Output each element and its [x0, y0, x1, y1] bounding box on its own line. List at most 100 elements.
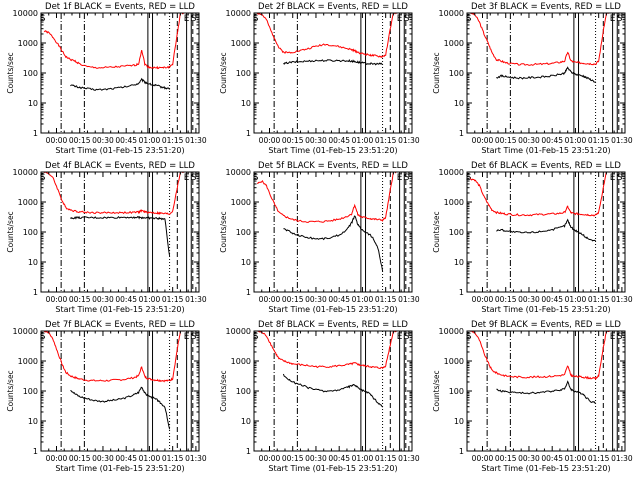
y-tick-label: 10	[454, 258, 464, 267]
x-tick-label: 00:45	[541, 295, 563, 304]
x-tick-label: 00:15	[282, 136, 304, 145]
marker-label: S	[253, 14, 259, 24]
x-tick-label: 00:45	[328, 136, 350, 145]
x-axis-label: Start Time (01-Feb-15 23:51:20)	[481, 146, 610, 155]
x-axis-label: Start Time (01-Feb-15 23:51:20)	[268, 464, 397, 473]
x-tick-label: 01:00	[565, 454, 587, 463]
y-axis-label: Counts/sec	[219, 52, 228, 93]
y-tick-label: 100	[449, 387, 464, 396]
y-tick-label: 100	[236, 228, 251, 237]
x-tick-label: 00:30	[92, 295, 114, 304]
y-tick-label: 10	[28, 99, 38, 108]
y-tick-label: 10	[241, 258, 251, 267]
marker-label: S	[191, 14, 197, 24]
series-line-events	[283, 215, 384, 272]
x-tick-label: 01:15	[162, 295, 184, 304]
marker-label: E	[397, 14, 403, 24]
plot-frame	[40, 171, 200, 293]
series-line-lld	[43, 171, 184, 215]
x-tick-label: 01:15	[588, 295, 610, 304]
x-tick-label: 00:00	[46, 136, 68, 145]
series-line-lld	[256, 171, 397, 223]
panel-title: Det 8f BLACK = Events, RED = LLD	[258, 320, 408, 330]
marker-label: S	[191, 173, 197, 183]
x-tick-label: 00:15	[69, 454, 91, 463]
x-tick-label: 00:45	[541, 454, 563, 463]
series-line-lld	[469, 171, 610, 217]
y-tick-label: 10	[454, 99, 464, 108]
x-tick-label: 00:00	[259, 295, 281, 304]
x-tick-label: 01:00	[139, 136, 161, 145]
x-tick-label: 01:15	[375, 454, 397, 463]
y-tick-label: 1000	[444, 39, 464, 48]
y-tick-label: 10	[241, 99, 251, 108]
series-line-events	[70, 215, 171, 256]
y-tick-label: 100	[23, 69, 38, 78]
marker-label: E	[610, 173, 616, 183]
y-tick-label: 1	[33, 129, 38, 138]
x-axis-label: Start Time (01-Feb-15 23:51:20)	[55, 305, 184, 314]
plot-frame	[40, 330, 200, 452]
y-tick-label: 1000	[444, 198, 464, 207]
marker-label: S	[404, 173, 410, 183]
y-tick-label: 1	[246, 288, 251, 297]
x-tick-label: 01:30	[611, 136, 633, 145]
x-tick-label: 01:15	[375, 136, 397, 145]
y-tick-label: 1	[33, 447, 38, 456]
y-tick-label: 10	[241, 417, 251, 426]
y-tick-label: 10000	[13, 168, 38, 177]
y-tick-label: 1000	[444, 357, 464, 366]
panel-title: Det 2f BLACK = Events, RED = LLD	[258, 2, 408, 12]
y-tick-label: 10000	[226, 327, 251, 336]
y-tick-label: 100	[236, 387, 251, 396]
marker-label: E	[184, 332, 190, 342]
x-tick-label: 00:30	[518, 454, 540, 463]
x-tick-label: 00:15	[282, 295, 304, 304]
x-tick-label: 01:00	[139, 454, 161, 463]
series-line-events	[496, 66, 596, 83]
x-tick-label: 01:00	[565, 295, 587, 304]
y-axis-label: Counts/sec	[432, 370, 441, 411]
marker-label: E	[610, 332, 616, 342]
panel-title: Det 1f BLACK = Events, RED = LLD	[45, 2, 195, 12]
x-axis-label: Start Time (01-Feb-15 23:51:20)	[481, 464, 610, 473]
x-tick-label: 01:30	[185, 454, 207, 463]
x-tick-label: 00:30	[518, 136, 540, 145]
series-line-events	[70, 386, 171, 430]
y-tick-label: 1	[459, 288, 464, 297]
series-line-events	[496, 380, 596, 404]
marker-label: S	[40, 14, 46, 24]
x-tick-label: 01:30	[611, 454, 633, 463]
x-tick-label: 00:00	[259, 454, 281, 463]
series-line-events	[282, 373, 384, 408]
x-tick-label: 00:45	[115, 454, 137, 463]
x-tick-label: 01:15	[588, 136, 610, 145]
plot-frame	[253, 12, 413, 134]
x-tick-label: 01:30	[185, 136, 207, 145]
x-tick-label: 00:45	[328, 454, 350, 463]
y-tick-label: 100	[236, 69, 251, 78]
x-tick-label: 00:45	[541, 136, 563, 145]
marker-label: E	[184, 14, 190, 24]
x-tick-label: 01:15	[588, 454, 610, 463]
x-tick-label: 01:00	[352, 136, 374, 145]
y-tick-label: 10000	[13, 9, 38, 18]
x-tick-label: 01:00	[352, 454, 374, 463]
y-axis-label: Counts/sec	[6, 52, 15, 93]
y-tick-label: 1	[459, 447, 464, 456]
marker-label: S	[404, 332, 410, 342]
x-tick-label: 01:15	[375, 295, 397, 304]
plot-frame	[466, 12, 626, 134]
marker-label: S	[617, 14, 623, 24]
x-tick-label: 00:00	[46, 454, 68, 463]
y-tick-label: 10	[28, 417, 38, 426]
plot-frame	[466, 171, 626, 293]
x-tick-label: 01:30	[398, 454, 420, 463]
x-tick-label: 01:00	[139, 295, 161, 304]
y-tick-label: 10000	[13, 327, 38, 336]
marker-label: S	[404, 14, 410, 24]
